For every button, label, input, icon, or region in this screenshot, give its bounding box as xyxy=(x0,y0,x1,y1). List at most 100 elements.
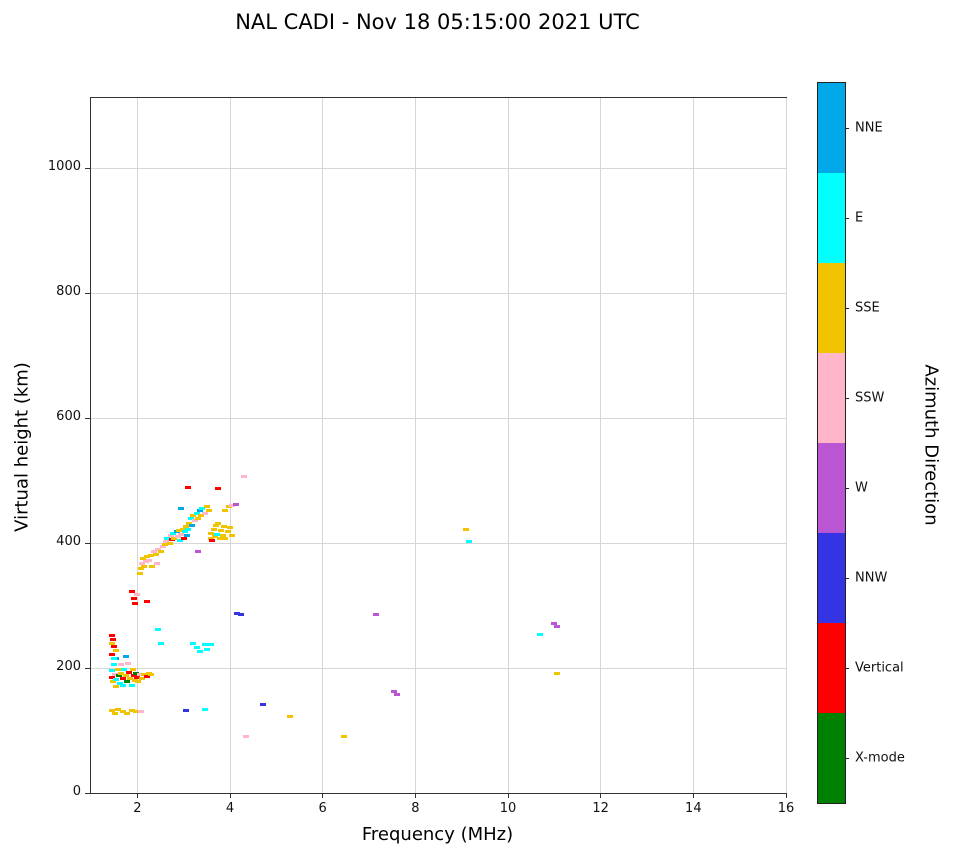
data-point-ssw xyxy=(112,672,119,676)
data-point-sse xyxy=(133,710,140,714)
data-point-e xyxy=(214,532,221,536)
data-point-sse xyxy=(108,641,115,645)
x-tick-label: 10 xyxy=(499,801,517,816)
data-point-sse xyxy=(119,710,126,714)
colorbar-entry-label: SSW xyxy=(855,390,885,406)
data-point-ssw xyxy=(142,560,149,564)
gridline-horizontal xyxy=(91,292,786,294)
chart-title: NAL CADI - Nov 18 05:15:00 2021 UTC xyxy=(235,10,640,34)
data-point-sse xyxy=(110,680,117,684)
data-point-ssw xyxy=(153,561,160,565)
colorbar-segment-ssw xyxy=(818,353,845,443)
data-point-nnw xyxy=(182,709,189,712)
data-point-vertical xyxy=(119,677,126,681)
data-point-sse xyxy=(114,667,121,671)
data-point-w xyxy=(194,550,201,554)
data-point-ssw xyxy=(240,475,247,479)
data-point-sse xyxy=(224,530,231,534)
data-point-vertical xyxy=(108,675,115,679)
x-axis-label: Frequency (MHz) xyxy=(361,824,514,845)
data-point-sse xyxy=(207,536,214,540)
gridline-horizontal xyxy=(91,167,786,169)
x-axis-tick xyxy=(229,793,231,798)
colorbar-segment-vertical xyxy=(818,623,845,713)
data-point-sse xyxy=(166,541,173,545)
colorbar-segment-x-mode xyxy=(818,713,845,803)
data-point-sse xyxy=(229,534,236,537)
colorbar-entry-label: NNE xyxy=(855,120,883,136)
plot-area: 2 4 6 8 10 12 14 16 0 200 400 600 800 1000 xyxy=(48,97,794,816)
colorbar-segment-sse xyxy=(818,263,845,353)
y-axis-tick xyxy=(85,167,90,169)
data-point-sse xyxy=(287,714,294,718)
data-point-sse xyxy=(212,535,219,539)
data-point-sse xyxy=(139,557,146,561)
data-point-vertical xyxy=(215,486,222,490)
data-point-vertical xyxy=(128,590,135,594)
colorbar-segment-nnw xyxy=(818,533,845,623)
x-tick-label: 14 xyxy=(685,801,702,816)
data-point-sse xyxy=(128,709,135,712)
data-point-ssw xyxy=(175,535,182,539)
colorbar-segment-w xyxy=(818,443,845,533)
data-point-ssw xyxy=(201,511,208,515)
data-point-e xyxy=(207,642,214,646)
data-point-sse xyxy=(198,514,205,517)
data-point-e xyxy=(111,663,118,667)
data-point-sse xyxy=(227,525,233,529)
data-point-ssw xyxy=(138,561,145,565)
colorbar-tick xyxy=(845,578,849,579)
y-tick-label: 400 xyxy=(56,534,81,549)
data-point-vertical xyxy=(110,637,117,641)
data-point-sse xyxy=(221,525,228,529)
data-point-ssw xyxy=(138,709,145,713)
data-point-ssw xyxy=(229,504,236,507)
gridline-vertical xyxy=(692,98,694,793)
data-point-nnw xyxy=(260,703,267,707)
gridline-vertical xyxy=(785,98,787,793)
x-axis-tick xyxy=(600,793,602,798)
data-point-ssw xyxy=(145,559,152,562)
data-point-sse xyxy=(162,542,169,546)
data-point-ssw xyxy=(167,534,174,537)
data-point-sse xyxy=(148,673,155,677)
data-point-sse xyxy=(206,509,213,512)
data-point-sse xyxy=(136,571,143,575)
colorbar-tick xyxy=(845,308,849,309)
data-point-ssw xyxy=(178,532,185,536)
data-point-e xyxy=(193,645,200,649)
data-point-sse xyxy=(138,676,145,680)
data-point-sse xyxy=(152,552,159,556)
data-point-vertical xyxy=(169,538,176,542)
data-point-sse xyxy=(179,527,186,531)
x-tick-label: 12 xyxy=(592,801,609,816)
x-axis-tick xyxy=(322,793,324,798)
colorbar-tick xyxy=(845,398,849,399)
data-point-sse xyxy=(171,536,178,540)
data-point-x-mode xyxy=(124,680,131,684)
data-point-e xyxy=(176,539,183,542)
y-axis-tick xyxy=(85,792,90,794)
data-point-sse xyxy=(122,674,129,677)
data-point-vertical xyxy=(132,602,139,606)
data-point-sse xyxy=(114,708,121,712)
x-tick-label: 2 xyxy=(133,801,142,816)
data-point-e xyxy=(201,643,208,647)
y-axis-tick xyxy=(85,292,90,294)
data-point-vertical xyxy=(185,485,192,489)
x-tick-label: 4 xyxy=(225,801,235,816)
data-point-sse xyxy=(113,649,120,652)
data-point-vertical xyxy=(143,600,150,604)
data-point-e xyxy=(537,633,544,637)
x-axis-tick xyxy=(507,793,509,798)
colorbar-title: Azimuth Direction xyxy=(920,364,942,526)
y-tick-label: 600 xyxy=(56,409,81,424)
data-point-e xyxy=(196,650,203,654)
data-point-sse xyxy=(127,677,134,681)
data-point-sse xyxy=(113,685,120,689)
data-point-sse xyxy=(553,671,560,675)
data-point-ssw xyxy=(192,519,199,522)
gridline-vertical xyxy=(229,98,231,793)
x-axis-tick xyxy=(414,793,416,798)
data-point-w xyxy=(393,693,400,697)
